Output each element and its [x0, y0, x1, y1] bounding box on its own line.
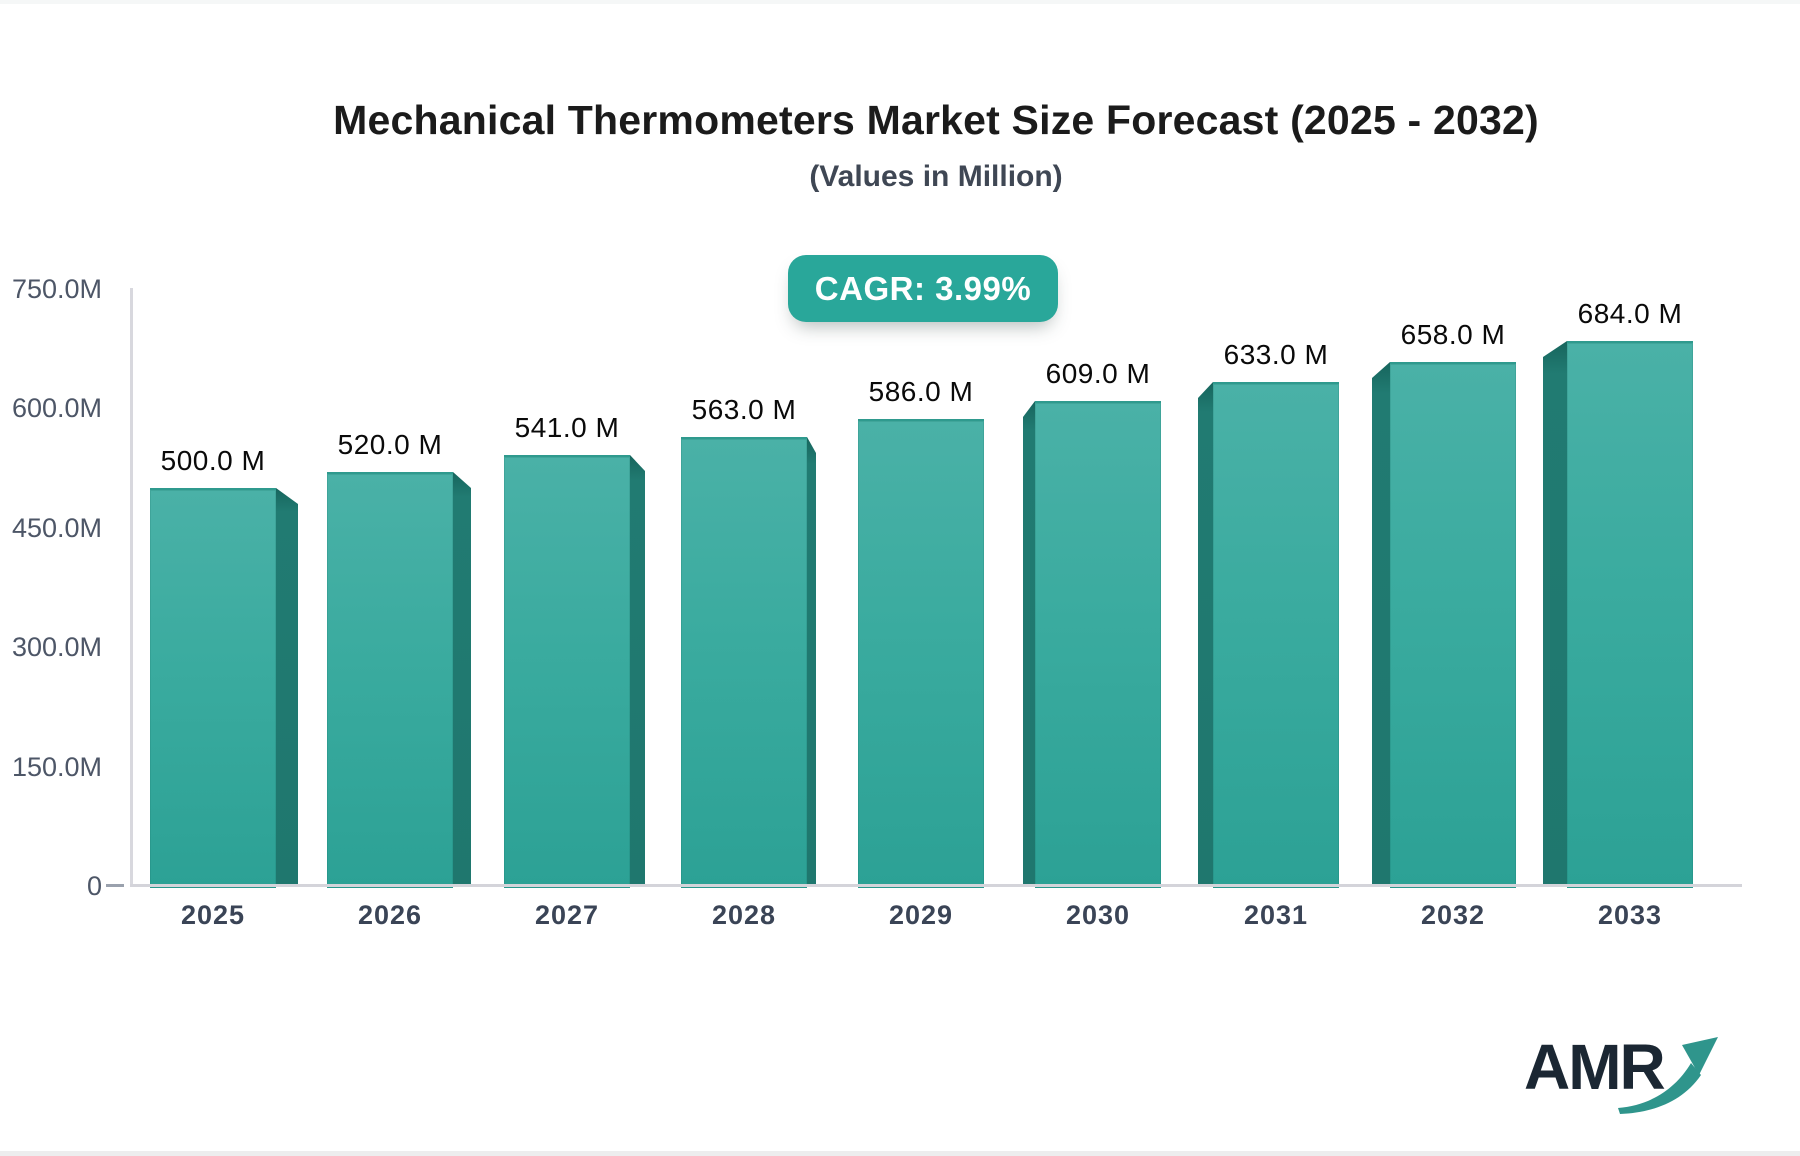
bar-2026	[327, 472, 453, 888]
bar-value-label: 633.0 M	[1223, 339, 1329, 370]
bar-2028-side-face	[807, 437, 816, 886]
bar-2030-side-face	[1023, 401, 1035, 886]
bar-value-label: 541.0 M	[514, 412, 620, 443]
amr-logo-text: AMR	[1524, 1031, 1666, 1103]
y-axis-tick-label: 150.0M	[11, 751, 102, 782]
chart-subtitle: (Values in Million)	[809, 160, 1063, 193]
x-axis-label-2031: 2031	[1243, 900, 1309, 930]
amr-logo: AMR	[1524, 1030, 1744, 1120]
bar-2027	[504, 455, 630, 888]
bar-2032-side-face	[1372, 362, 1390, 886]
page-bottom-border	[0, 1151, 1800, 1156]
bar-value-label: 500.0 M	[160, 445, 266, 476]
y-axis-tick-label: 0	[86, 871, 102, 901]
x-axis-label-2033: 2033	[1597, 900, 1663, 930]
trend-up-arrow-icon	[1618, 1037, 1718, 1114]
bar-value-label: 609.0 M	[1045, 358, 1151, 389]
bar-value-label: 563.0 M	[691, 394, 797, 425]
bar-value-label: 586.0 M	[868, 376, 974, 407]
bar-2027-side-face	[630, 455, 645, 886]
x-axis-label-2032: 2032	[1420, 900, 1486, 930]
bar-value-label: 520.0 M	[337, 429, 443, 460]
bar-2031-side-face	[1198, 382, 1213, 886]
chart-title: Mechanical Thermometers Market Size Fore…	[333, 97, 1539, 143]
bar-2031	[1213, 382, 1339, 888]
x-axis-line	[130, 884, 1742, 887]
bar-2033	[1567, 341, 1693, 888]
x-axis-label-2027: 2027	[534, 900, 600, 930]
page-top-border	[0, 0, 1800, 4]
bar-value-label: 684.0 M	[1577, 298, 1683, 329]
y-axis-line	[130, 288, 133, 887]
bar-2028	[681, 437, 807, 888]
bar-2026-side-face	[453, 472, 471, 886]
y-axis-tick-label: 750.0M	[11, 273, 102, 304]
x-axis-label-2028: 2028	[711, 900, 777, 930]
bar-2025-side-face	[276, 488, 298, 886]
x-axis-label-2030: 2030	[1065, 900, 1131, 930]
bar-value-label: 658.0 M	[1400, 319, 1506, 350]
bar-2033-side-face	[1543, 341, 1567, 886]
bar-2032	[1390, 362, 1516, 888]
cagr-badge: CAGR: 3.99%	[788, 255, 1058, 322]
bar-2030	[1035, 401, 1161, 888]
x-axis-label-2026: 2026	[357, 900, 423, 930]
bar-2025	[150, 488, 276, 888]
y-axis-tick-label: 300.0M	[11, 632, 102, 662]
x-axis-label-2025: 2025	[180, 900, 246, 930]
x-axis-label-2029: 2029	[888, 900, 954, 930]
zero-tick-mark	[106, 884, 124, 887]
y-axis-tick-label: 450.0M	[11, 512, 102, 543]
bar-2029	[858, 419, 984, 888]
y-axis-tick-label: 600.0M	[11, 393, 102, 423]
